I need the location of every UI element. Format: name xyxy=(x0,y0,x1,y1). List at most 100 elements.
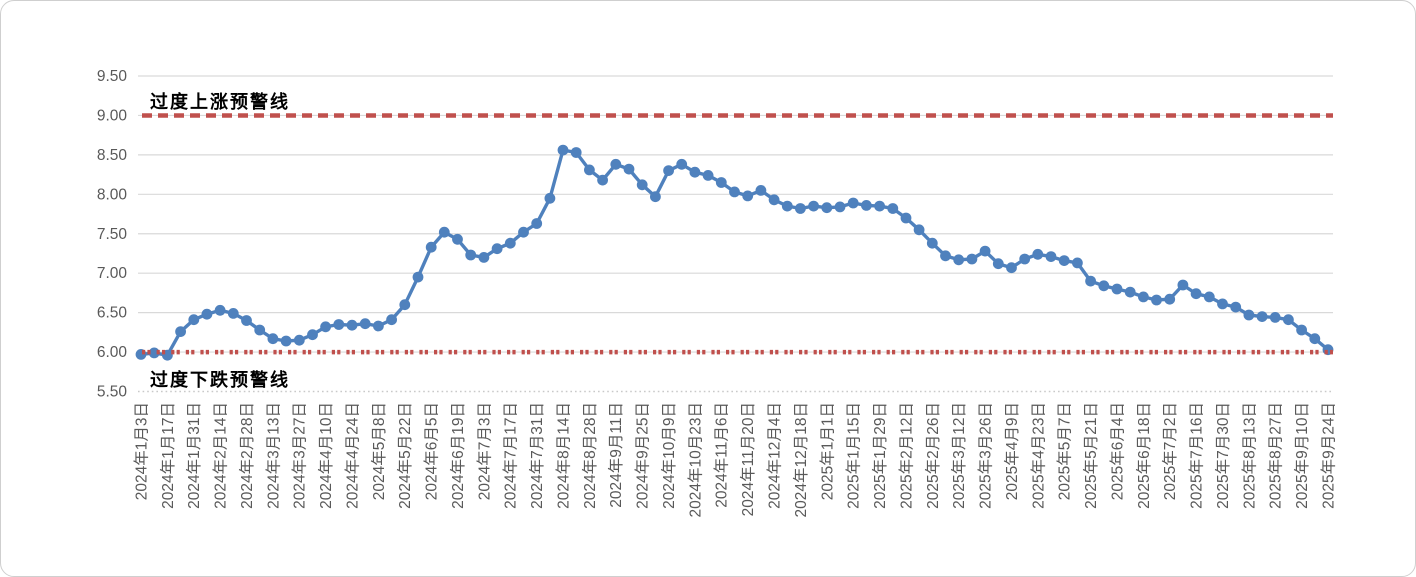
x-axis-tick-label: 2024年7月31日 xyxy=(528,402,546,509)
data-point-marker xyxy=(808,200,819,212)
data-point-marker xyxy=(702,170,714,181)
data-point-marker xyxy=(425,241,437,253)
data-point-marker xyxy=(359,318,371,330)
x-axis-tick-label: 2025年7月2日 xyxy=(1161,402,1179,500)
data-point-marker xyxy=(201,308,213,320)
x-axis-tick-label: 2024年12月4日 xyxy=(765,402,783,509)
data-point-marker xyxy=(650,191,661,203)
data-point-marker xyxy=(992,258,1004,270)
lower-warning-line-label: 过度下跌预警线 xyxy=(150,370,290,390)
x-axis-tick-label: 2024年11月6日 xyxy=(713,402,731,508)
data-point-marker xyxy=(280,335,292,347)
data-point-marker xyxy=(1309,333,1321,345)
data-point-marker xyxy=(227,308,239,319)
data-point-marker xyxy=(636,179,648,191)
data-point-marker xyxy=(518,226,529,238)
x-axis-tick-label: 2024年7月17日 xyxy=(502,402,520,509)
data-point-marker xyxy=(742,190,754,202)
y-axis-tick-label: 7.50 xyxy=(97,226,128,243)
data-point-marker xyxy=(1072,257,1083,269)
data-point-marker xyxy=(834,201,846,213)
data-point-marker xyxy=(874,200,885,212)
data-point-marker xyxy=(1138,291,1149,303)
data-point-marker xyxy=(1045,251,1057,262)
x-axis-tick-label: 2024年3月27日 xyxy=(291,402,309,509)
price-line-series xyxy=(139,148,1330,357)
data-point-marker xyxy=(1058,255,1070,266)
x-axis-tick-label: 2024年9月11日 xyxy=(607,402,625,508)
upper-warning-line-label: 过度上涨预警线 xyxy=(150,92,290,112)
x-axis-tick-label: 2024年7月3日 xyxy=(475,402,493,500)
data-point-marker xyxy=(570,147,582,158)
data-point-marker xyxy=(729,186,740,198)
x-axis-tick-label: 2025年8月27日 xyxy=(1267,402,1285,509)
data-point-marker xyxy=(676,158,688,170)
data-point-marker xyxy=(373,320,384,332)
x-axis-tick-label: 2024年4月24日 xyxy=(343,402,361,509)
x-axis-tick-label: 2025年6月18日 xyxy=(1135,402,1153,509)
data-point-marker xyxy=(1124,286,1136,298)
y-axis-tick-label: 9.00 xyxy=(97,107,128,124)
x-axis-tick-label: 2024年1月3日 xyxy=(132,402,150,500)
x-axis-tick-label: 2025年5月7日 xyxy=(1056,402,1074,500)
data-point-marker xyxy=(254,324,266,336)
data-point-marker xyxy=(663,165,674,177)
x-axis-tick-label: 2024年8月28日 xyxy=(581,402,599,509)
y-axis-tick-label: 6.50 xyxy=(97,305,128,322)
x-axis-tick-label: 2024年4月10日 xyxy=(317,402,335,509)
data-point-marker xyxy=(465,249,477,261)
data-point-marker xyxy=(715,177,727,188)
data-point-marker xyxy=(267,333,279,345)
x-axis-tick-label: 2025年4月23日 xyxy=(1029,402,1047,509)
data-point-marker xyxy=(1296,324,1307,336)
data-point-marker xyxy=(452,233,463,245)
x-axis-tick-label: 2024年11月20日 xyxy=(739,402,757,516)
data-point-marker xyxy=(412,271,424,283)
data-point-marker xyxy=(333,319,345,330)
data-point-marker xyxy=(438,226,450,238)
data-point-marker xyxy=(887,203,899,214)
x-axis-tick-label: 2025年6月4日 xyxy=(1108,402,1126,500)
data-point-marker xyxy=(1006,262,1017,274)
x-axis-tick-label: 2025年3月12日 xyxy=(950,402,968,509)
data-point-marker xyxy=(584,164,595,176)
data-point-marker xyxy=(1177,279,1189,291)
data-point-marker xyxy=(1256,311,1268,322)
data-point-marker xyxy=(755,185,767,196)
data-point-marker xyxy=(953,254,965,266)
data-point-marker xyxy=(544,192,556,204)
x-axis-tick-label: 2025年1月15日 xyxy=(845,402,863,509)
x-axis-tick-label: 2024年8月14日 xyxy=(554,402,572,509)
x-axis-tick-label: 2025年7月16日 xyxy=(1188,402,1206,509)
x-axis-tick-label: 2025年2月26日 xyxy=(924,402,942,509)
x-axis-tick-label: 2024年6月19日 xyxy=(449,402,467,509)
data-point-marker xyxy=(966,253,978,265)
x-axis-tick-label: 2024年12月18日 xyxy=(792,402,810,517)
data-point-marker xyxy=(913,224,925,236)
data-point-marker xyxy=(504,237,516,249)
data-point-marker xyxy=(979,245,991,257)
data-point-marker xyxy=(1098,280,1110,292)
data-point-marker xyxy=(188,314,200,326)
y-axis-tick-label: 9.50 xyxy=(97,68,128,85)
x-axis-tick-label: 2024年9月25日 xyxy=(634,402,652,509)
y-axis-tick-label: 5.50 xyxy=(97,384,128,401)
data-point-marker xyxy=(346,319,358,331)
data-point-marker xyxy=(1230,301,1242,313)
data-point-marker xyxy=(597,174,608,186)
x-axis-tick-label: 2025年9月10日 xyxy=(1293,402,1311,509)
y-axis-tick-label: 6.00 xyxy=(97,344,128,361)
data-point-marker xyxy=(1019,253,1031,265)
x-axis-tick-label: 2025年4月9日 xyxy=(1003,402,1021,500)
y-axis-tick-label: 8.00 xyxy=(97,186,128,203)
x-axis-tick-label: 2025年2月12日 xyxy=(897,402,915,509)
x-axis-tick-label: 2024年2月14日 xyxy=(212,402,230,509)
data-point-marker xyxy=(821,202,833,214)
data-point-marker xyxy=(623,163,635,175)
data-point-marker xyxy=(610,158,622,170)
x-axis-tick-label: 2025年5月21日 xyxy=(1082,402,1100,509)
data-point-marker xyxy=(557,144,569,156)
data-point-marker xyxy=(293,334,305,346)
